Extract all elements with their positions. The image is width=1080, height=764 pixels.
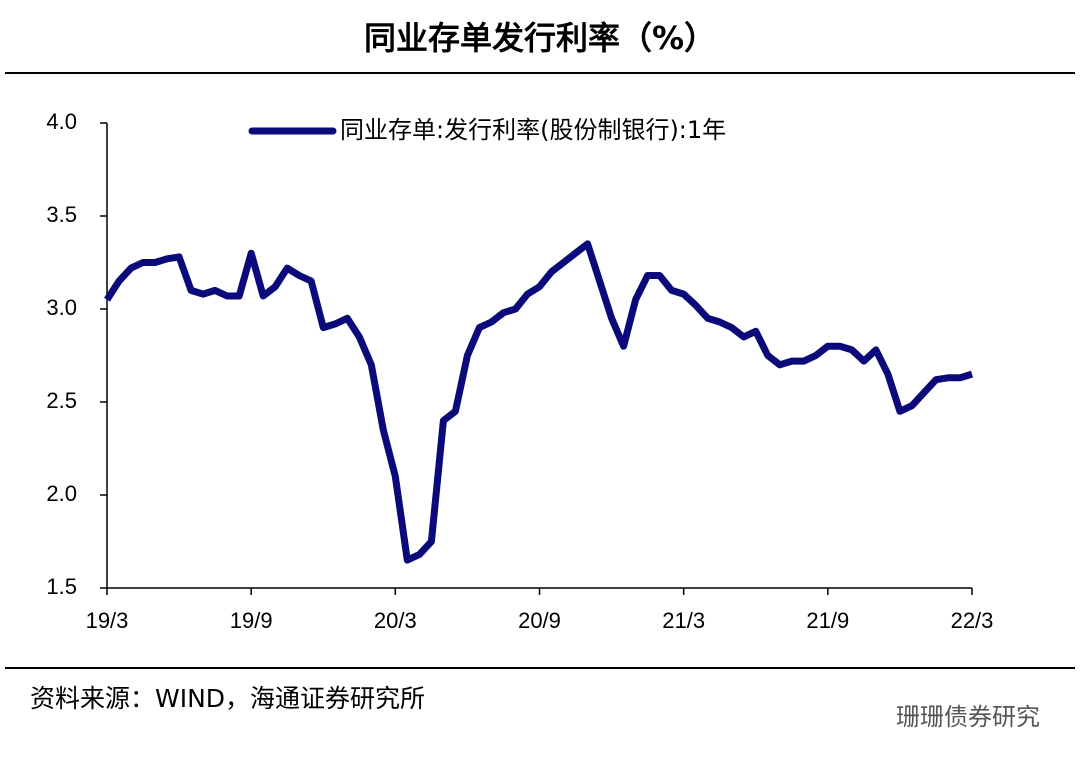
y-tick-label: 3.5 bbox=[46, 202, 77, 227]
x-tick-label: 19/9 bbox=[230, 608, 273, 633]
series-line bbox=[104, 240, 974, 564]
legend-label: 同业存单:发行利率(股份制银行):1年 bbox=[340, 116, 726, 144]
y-tick-label: 4.0 bbox=[46, 109, 77, 134]
y-tick-label: 2.5 bbox=[46, 388, 77, 413]
x-tick-label: 21/3 bbox=[662, 608, 705, 633]
x-tick-label: 20/3 bbox=[374, 608, 417, 633]
x-tick-label: 20/9 bbox=[518, 608, 561, 633]
x-tick-label: 19/3 bbox=[86, 608, 129, 633]
chart-title: 同业存单发行利率（%） bbox=[364, 19, 716, 57]
watermark: 珊珊债券研究 bbox=[896, 703, 1040, 731]
y-tick-label: 3.0 bbox=[46, 295, 77, 320]
x-tick-label: 21/9 bbox=[806, 608, 849, 633]
y-tick-label: 2.0 bbox=[46, 481, 77, 506]
x-tick-label: 22/3 bbox=[951, 608, 994, 633]
y-tick-label: 1.5 bbox=[46, 574, 77, 599]
source: 资料来源：WIND，海通证券研究所 bbox=[30, 684, 425, 713]
